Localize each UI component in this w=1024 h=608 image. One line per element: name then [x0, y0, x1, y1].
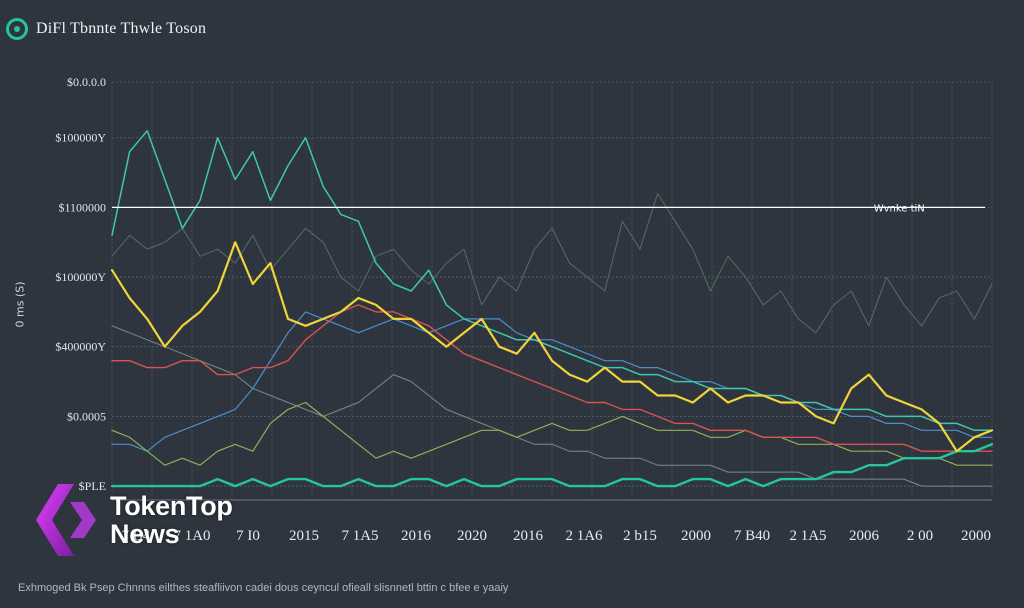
chart-grid [111, 81, 993, 501]
y-tick-label: $100000Y [55, 131, 106, 145]
x-tick-label: 2 00 [907, 528, 933, 544]
y-axis-ticks: $0.0.0.0 $100000Y $1100000 $100000Y $400000Y… [55, 75, 106, 493]
y-tick-label: $400000Y [55, 340, 106, 354]
y-tick-label: $1100000 [58, 200, 106, 214]
x-tick-label: 2016 [401, 528, 432, 544]
x-tick-label: 2020 [457, 528, 487, 544]
series-line [111, 311, 993, 452]
brand-name-line2: News [110, 519, 180, 549]
series-line [111, 325, 993, 487]
x-tick-label: 2000 [681, 528, 711, 544]
x-tick-label: 7 1A5 [341, 528, 378, 544]
chart-footnote: Exhmoged Bk Psep Chnnns eilthes steaflii… [18, 582, 509, 594]
x-tick-label: 2 1A6 [565, 528, 603, 544]
circle-logo-icon [6, 18, 28, 40]
x-tick-label: 7 I0 [236, 528, 260, 544]
x-tick-label: 7 1A0 [173, 528, 210, 544]
y-tick-label: $PLE [79, 479, 106, 493]
chart-annotations: Wvnke tiN [112, 203, 985, 214]
x-tick-label: 7 B40 [734, 528, 770, 544]
y-tick-label: $100000Y [55, 270, 106, 284]
x-axis-ticks: 7 B4 7 1A0 7 I0 2015 7 1A5 2016 2020 2016 2 1A6 2… [122, 528, 991, 544]
annotation-label: Wvnke tiN [874, 203, 925, 214]
series-line [110, 443, 994, 488]
brand-name-line1: TokenTop [110, 491, 233, 521]
tokentop-logo-icon [36, 484, 96, 556]
series-line [111, 130, 993, 432]
series-line [111, 192, 993, 334]
chart-header: DiFl Tbnnte Thwle Toson [6, 14, 206, 44]
chart-series [110, 130, 994, 488]
x-tick-label: 2000 [961, 528, 991, 544]
series-line [111, 401, 993, 466]
chart-title: DiFl Tbnnte Thwle Toson [36, 20, 207, 37]
x-tick-label: 2015 [289, 528, 319, 544]
y-tick-label: $0.0.0.0 [67, 75, 106, 89]
x-tick-label: 2 1A5 [789, 528, 826, 544]
series-line [110, 241, 994, 453]
x-tick-label: 2 b15 [623, 528, 657, 544]
x-tick-label: 2016 [513, 528, 544, 544]
y-axis-label: 0 ms (S) [13, 281, 27, 328]
x-tick-label: 2006 [849, 528, 880, 544]
series-line [111, 304, 993, 452]
x-tick-label: 7 B4 [122, 528, 151, 544]
y-tick-label: $0.0005 [67, 409, 106, 423]
brand-watermark: TokenTop News [36, 480, 233, 560]
